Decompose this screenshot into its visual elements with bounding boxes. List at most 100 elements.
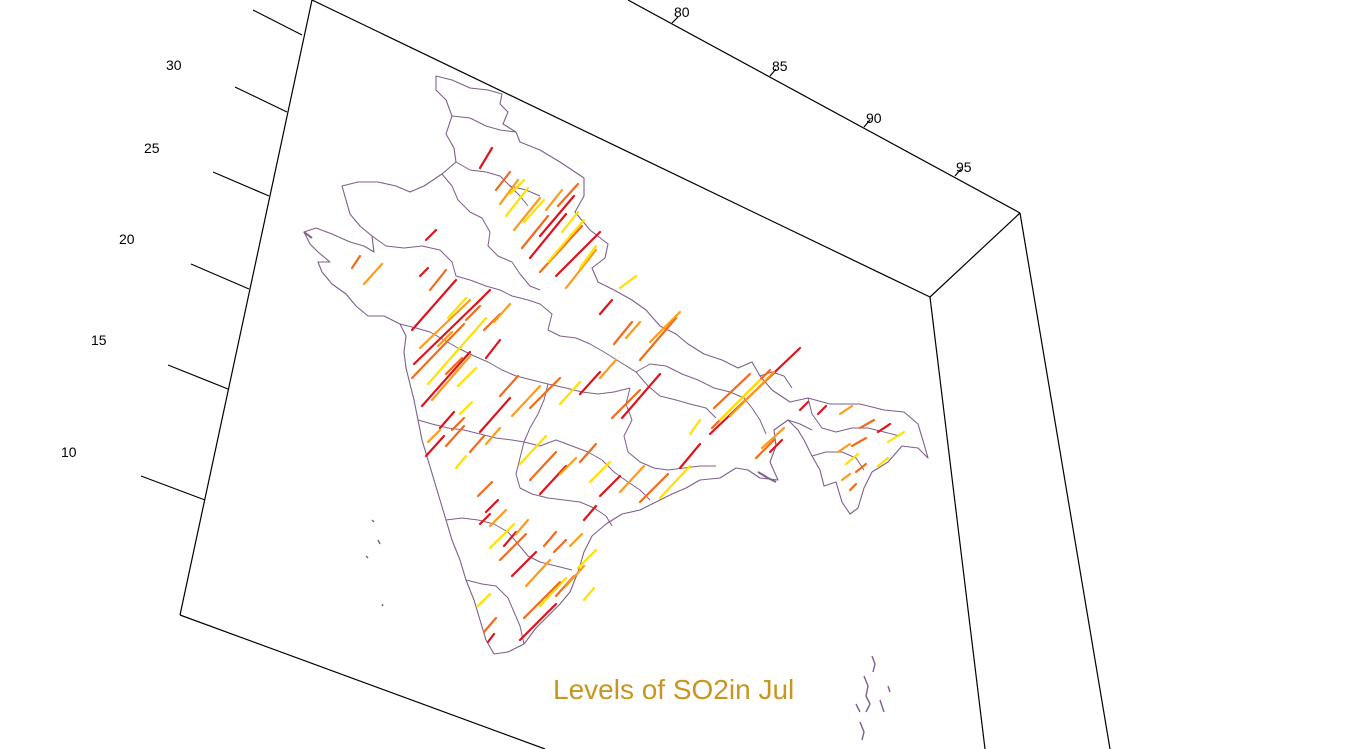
so2-streak-mid xyxy=(484,426,502,446)
so2-streak-very-high xyxy=(620,372,662,420)
so2-streak-mid xyxy=(512,196,542,232)
lakshadweep-island xyxy=(365,555,369,559)
so2-streak-low xyxy=(476,592,492,608)
island xyxy=(303,231,313,239)
state-border xyxy=(451,115,517,133)
so2-streak-high xyxy=(552,538,568,554)
lat-tick-label: 25 xyxy=(144,140,160,156)
lakshadweep-island xyxy=(371,519,375,523)
so2-streak-low xyxy=(618,274,638,290)
state-border xyxy=(445,517,573,571)
so2-streak-mid xyxy=(426,428,442,444)
lon-tick-mark xyxy=(769,68,777,77)
so2-streak-high xyxy=(498,532,528,562)
lon-tick-label: 95 xyxy=(956,159,972,175)
so2-streak-high xyxy=(712,372,752,410)
so2-streak-very-high xyxy=(510,550,538,578)
so2-streak-high xyxy=(498,374,520,398)
so2-streak-high xyxy=(556,182,580,208)
so2-streak-mid xyxy=(524,558,552,588)
lakshadweep-islands xyxy=(365,519,384,607)
state-border xyxy=(811,451,865,471)
so2-streak-mid xyxy=(558,456,578,476)
lon-tick-mark xyxy=(671,16,679,24)
lakshadweep-island xyxy=(381,603,384,607)
so2-streak-high xyxy=(528,376,562,410)
andaman-islands xyxy=(855,655,891,741)
latitude-tick-labels: 30 25 20 15 10 xyxy=(61,57,182,460)
so2-streak-very-high xyxy=(438,410,456,430)
so2-streak-very-high xyxy=(528,212,568,260)
so2-streak-very-high xyxy=(876,422,892,434)
so2-streak-high xyxy=(520,214,550,250)
coastal-islands xyxy=(303,231,777,483)
so2-streak-very-high xyxy=(418,266,430,278)
so2-streak-mid xyxy=(510,384,542,418)
so2-streak-low xyxy=(458,400,474,416)
map-title: Levels of SO2in Jul xyxy=(553,674,794,705)
india-outline xyxy=(303,75,929,655)
so2-streak-very-high xyxy=(478,396,512,434)
so2-streak-mid xyxy=(544,188,564,212)
box-edge-right-inner xyxy=(929,296,986,749)
so2-streak-low xyxy=(522,198,546,224)
so2-streak-very-high xyxy=(478,512,492,526)
so2-streak-very-high xyxy=(518,602,558,642)
so2-streak-low xyxy=(688,418,702,436)
so2-streak-high xyxy=(848,482,858,492)
lat-tick-mark xyxy=(212,171,270,197)
so2-streak-low xyxy=(488,522,516,550)
so2-streak-very-high xyxy=(424,228,438,242)
so2-streak-low xyxy=(582,586,596,602)
so2-streak-mid xyxy=(760,426,786,450)
so2-streak-high xyxy=(444,424,466,448)
state-border xyxy=(635,371,717,419)
longitude-tick-labels: 80 85 90 95 xyxy=(674,4,972,175)
state-border xyxy=(465,579,525,645)
so2-streak-very-high xyxy=(816,404,828,416)
so2-streak-very-high xyxy=(578,370,602,396)
so2-streak-very-high xyxy=(678,442,702,470)
so2-streak-mid xyxy=(362,262,384,286)
so2-streak-high xyxy=(528,450,558,482)
so2-streak-high xyxy=(854,462,868,474)
so2-streak-very-high xyxy=(502,530,518,548)
so2-streak-high xyxy=(482,616,498,634)
lat-tick-label: 15 xyxy=(91,332,107,348)
so2-streak-mid xyxy=(836,442,852,454)
so2-streak-high xyxy=(858,418,876,430)
state-border xyxy=(455,161,529,207)
so2-streak-very-high xyxy=(410,278,458,332)
state-border xyxy=(787,419,813,431)
so2-streak-high xyxy=(638,472,670,504)
so2-streak-mid xyxy=(568,532,584,548)
so2-streak-mid xyxy=(418,298,472,350)
so2-streak-low xyxy=(538,576,568,608)
so2-streak-low xyxy=(446,296,468,320)
so2-streak-high xyxy=(610,388,642,420)
state-border xyxy=(441,173,541,291)
so2-streak-low xyxy=(456,366,478,388)
lon-tick-mark xyxy=(863,119,871,128)
so2-streak-mid xyxy=(564,248,598,290)
so2-streak-high xyxy=(410,322,466,380)
so2-streak-mid xyxy=(564,564,586,588)
so2-streak-low xyxy=(504,186,530,218)
state-border xyxy=(635,363,767,435)
lakshadweep-island xyxy=(377,539,381,545)
so2-streak-very-high xyxy=(484,498,500,514)
so2-streak-high xyxy=(850,436,868,448)
so2-streak-mid xyxy=(514,518,530,536)
so2-streak-low xyxy=(508,178,526,196)
so2-streak-very-high xyxy=(598,298,614,316)
so2-streak-high xyxy=(638,316,678,362)
box-edge-top-right xyxy=(929,212,1021,298)
longitude-axis xyxy=(671,16,962,177)
so2-streak-mid xyxy=(838,404,854,416)
lon-tick-mark xyxy=(954,168,962,177)
so2-streak-very-high xyxy=(478,146,494,170)
box-edge-bottom xyxy=(179,614,546,749)
so2-streak-very-high xyxy=(582,504,598,522)
so2-streak-mid xyxy=(624,320,642,340)
state-border xyxy=(523,439,651,501)
